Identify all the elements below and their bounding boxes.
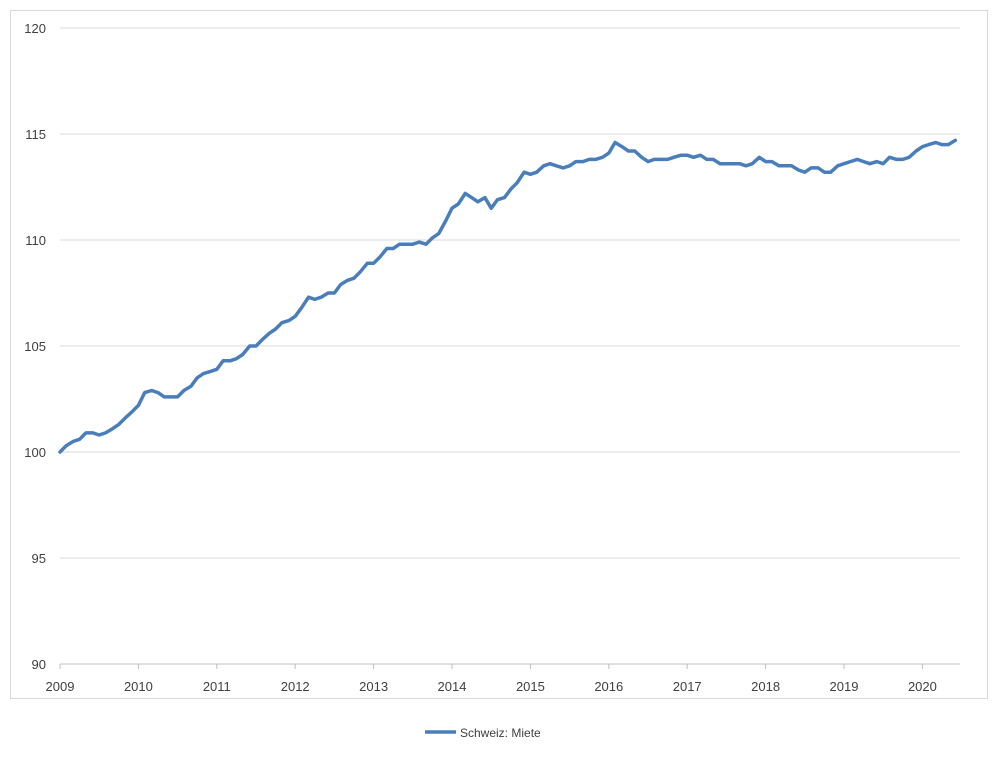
x-tick-label: 2009: [46, 679, 75, 694]
x-tick-label: 2010: [124, 679, 153, 694]
x-tick-label: 2014: [438, 679, 467, 694]
legend: Schweiz: Miete: [425, 726, 541, 740]
series-line-0: [58, 138, 958, 454]
x-tick-label: 2011: [203, 679, 231, 694]
x-tick-label: 2013: [359, 679, 388, 694]
x-tick-label: 2016: [594, 679, 623, 694]
axes: 90 95 100 105 110 115 120 2009 2010 2011 2012 2013 2…: [24, 21, 960, 694]
y-tick-label: 120: [24, 21, 46, 36]
y-tick-label: 115: [25, 127, 46, 142]
y-tick-label: 110: [25, 233, 46, 248]
legend-label: Schweiz: Miete: [460, 726, 541, 740]
x-tick-label: 2018: [751, 679, 780, 694]
gridlines: [60, 27, 960, 559]
x-tick-label: 2017: [673, 679, 702, 694]
x-tick-label: 2015: [516, 679, 545, 694]
y-tick-label: 95: [32, 551, 46, 566]
y-tick-label: 100: [24, 445, 46, 460]
x-tick-label: 2019: [830, 679, 859, 694]
y-tick-label: 105: [24, 339, 46, 354]
series-layer: [58, 138, 958, 454]
y-tick-label: 90: [32, 657, 46, 672]
x-tick-label: 2020: [908, 679, 937, 694]
chart-frame: [10, 10, 988, 699]
x-tick-label: 2012: [281, 679, 310, 694]
